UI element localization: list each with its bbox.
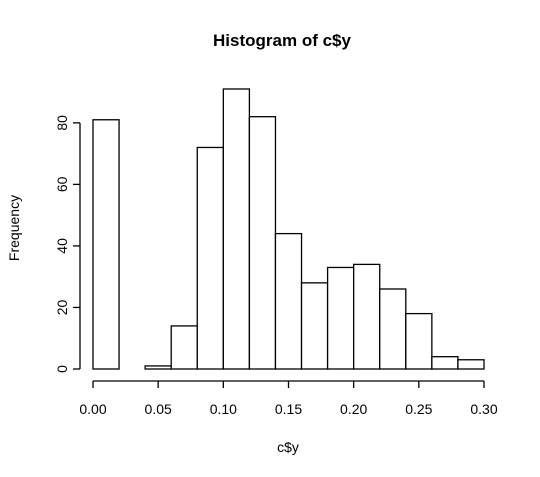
histogram-bar (300, 282, 329, 370)
y-tick-label: 40 (54, 238, 70, 254)
y-tick-label: 0 (54, 365, 70, 373)
histogram-bar (274, 232, 303, 370)
y-axis-label: Frequency (6, 195, 22, 261)
x-tick-label: 0.30 (470, 401, 497, 417)
histogram-bar (92, 119, 120, 370)
histogram-bar (353, 263, 381, 370)
histogram-bar (405, 312, 433, 370)
histogram-bar (170, 325, 198, 370)
y-tick-label: 60 (54, 176, 70, 192)
x-tick-label: 0.00 (79, 401, 106, 417)
x-tick-label: 0.15 (275, 401, 302, 417)
x-tick-label: 0.05 (145, 401, 172, 417)
histogram-bar (144, 365, 172, 370)
bars-layer (92, 88, 485, 370)
x-axis-label: c$y (277, 439, 299, 455)
x-tick-label: 0.25 (405, 401, 432, 417)
histogram-bar (196, 146, 224, 370)
histogram-bar (379, 288, 407, 370)
x-tick-label: 0.10 (210, 401, 237, 417)
histogram-bar (248, 116, 277, 370)
x-axis: 0.00 0.05 0.10 0.15 0.20 0.25 0.30 (79, 380, 498, 417)
chart-title: Histogram of c$y (213, 31, 351, 50)
x-tick-label: 0.20 (340, 401, 367, 417)
histogram-bar (222, 88, 251, 370)
histogram-bar (326, 266, 355, 370)
histogram-bar (431, 356, 459, 370)
histogram-bar (457, 359, 485, 370)
y-axis: 0 20 40 60 80 (54, 115, 81, 373)
y-tick-label: 80 (54, 115, 70, 131)
y-tick-label: 20 (54, 299, 70, 315)
